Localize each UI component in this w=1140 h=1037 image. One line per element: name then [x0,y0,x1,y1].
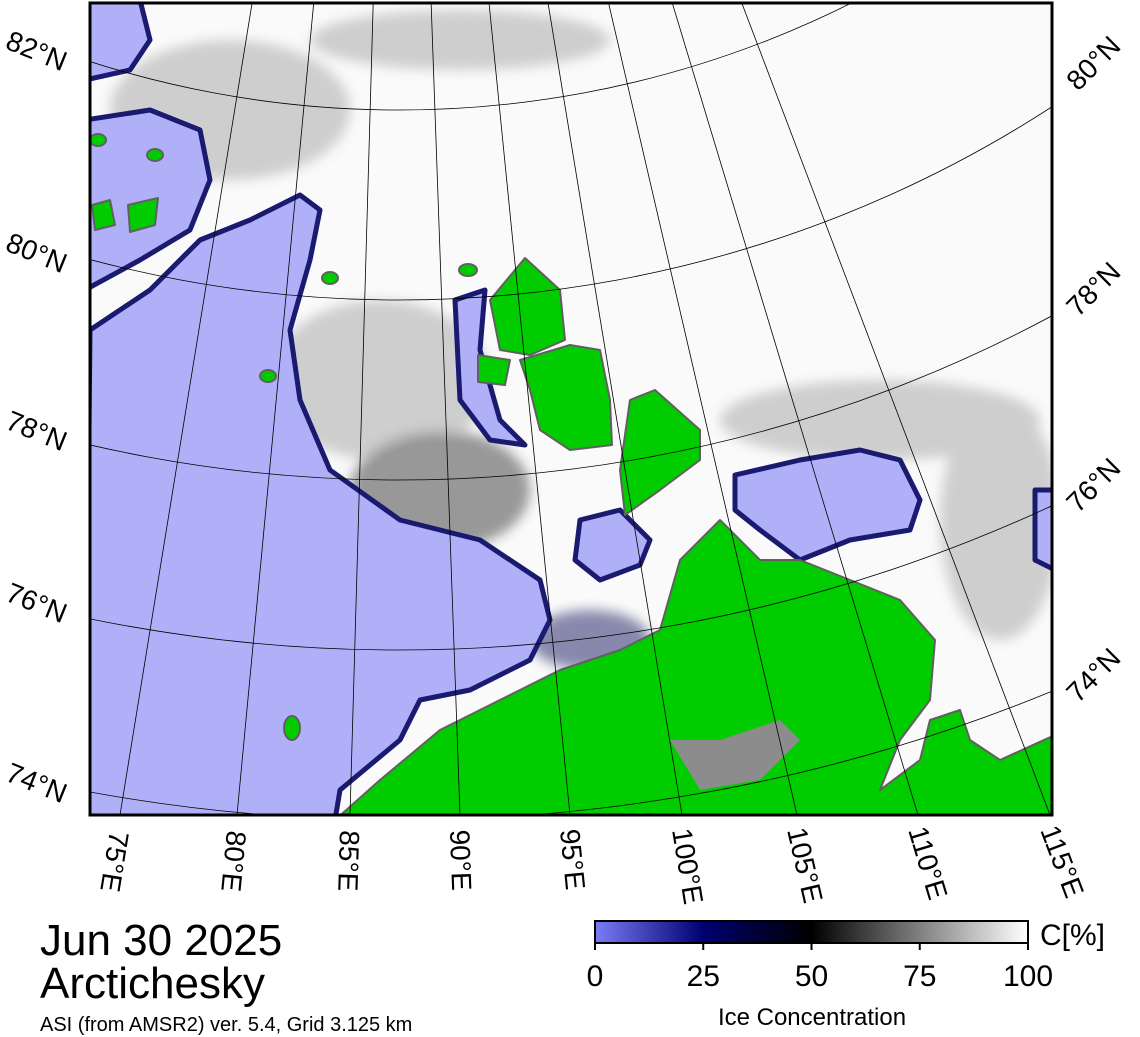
ice-texture [110,10,1052,670]
latitude-line [90,105,1052,301]
land-ice [670,720,800,790]
longitude-label: 85°E [332,830,365,892]
longitude-line [119,3,253,815]
graticule [90,3,1052,815]
longitude-label: 110°E [902,823,953,903]
longitude-label: 105°E [781,824,829,906]
latitude-label: 76°N [1060,452,1126,518]
longitude-line [430,3,461,815]
colorbar-ticks: 0 25 50 75 100 [587,943,1053,993]
longitude-line [547,3,683,815]
longitude-line [608,3,798,815]
longitude-label: 75°E [94,829,134,894]
latitude-label: 76°N [2,577,72,629]
longitude-line [671,3,919,815]
colorbar-tick-label: 75 [903,960,936,993]
map-area [90,3,1052,815]
land [90,133,1052,815]
longitude-line [236,3,315,815]
latitude-line [90,3,853,111]
colorbar-label: Ice Concentration [718,1004,906,1031]
colorbar [594,920,1029,944]
colorbar-unit: C[%] [1040,919,1105,952]
latitude-label: 80°N [1060,30,1126,96]
longitude-label: 90°E [444,829,477,891]
latitude-label: 74°N [2,757,72,809]
latitude-label: 82°N [2,25,72,77]
region: Arctichesky [40,959,265,1008]
latitude-label: 80°N [2,227,72,279]
longitude-label: 115°E [1034,821,1089,902]
latitude-label: 78°N [2,405,72,457]
longitude-label: 100°E [666,826,709,907]
longitude-label: 80°E [215,829,252,893]
longitude-label: 95°E [554,828,591,892]
latitude-label: 74°N [1060,642,1126,708]
colorbar-tick-label: 100 [1003,960,1053,993]
date: Jun 30 2025 [40,916,282,965]
source: ASI (from AMSR2) ver. 5.4, Grid 3.125 km [40,1014,412,1036]
open-water [90,3,1052,815]
longitude-line [741,3,1051,815]
longitude-line [349,3,374,815]
colorbar-tick-label: 50 [795,960,828,993]
latitude-label: 78°N [1060,256,1126,322]
colorbar-tick-label: 0 [587,960,604,993]
map-frame [88,1,1054,817]
colorbar-tick-label: 25 [687,960,720,993]
longitude-line [488,3,571,815]
